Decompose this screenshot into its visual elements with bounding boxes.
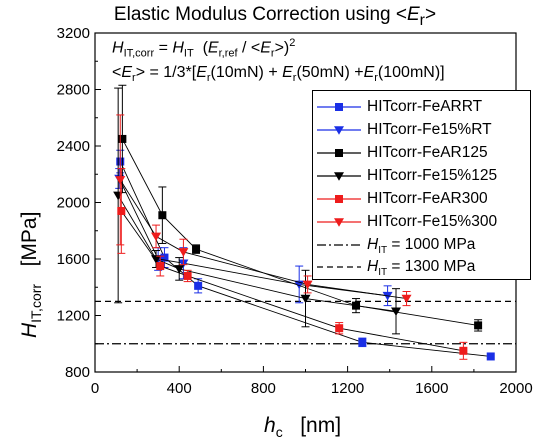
- y-tick-label: 1200: [57, 308, 90, 325]
- legend-marker: [334, 172, 344, 181]
- legend-symbol: [317, 172, 361, 181]
- axis-layer: 0 400 800 1200 1600 2000 800 1200 1600 2000 2400 28…: [57, 25, 533, 397]
- data-point: [117, 206, 126, 215]
- data-point: [192, 245, 201, 254]
- legend-label: HITcorr-FeAR300: [367, 190, 488, 207]
- svg-text:HIT,corr [MPa]: HIT,corr [MPa]: [18, 212, 44, 338]
- legend-symbol: [317, 149, 361, 157]
- series-layer: [113, 84, 495, 361]
- x-tick-label: 0: [91, 380, 99, 397]
- x-tick-label: 400: [167, 380, 192, 397]
- data-point: [118, 134, 127, 143]
- y-tick-label: 1600: [57, 251, 90, 268]
- series-group: [115, 114, 412, 307]
- legend-label: HITcorr-Fe15%125: [367, 167, 498, 184]
- x-axis-label: hc [nm]: [264, 414, 342, 441]
- chart-title: Elastic Modulus Correction using <Er>: [113, 4, 437, 29]
- data-point: [335, 324, 344, 333]
- data-point: [459, 346, 468, 355]
- y-tick-label: 3200: [57, 25, 90, 42]
- data-point: [300, 294, 311, 304]
- y-tick-label: 2400: [57, 138, 90, 155]
- legend-symbol: [317, 266, 361, 268]
- legend-item: HITcorr-Fe15%RT: [313, 119, 530, 141]
- legend-symbol: [317, 103, 361, 111]
- legend-symbol: [317, 218, 361, 227]
- data-point: [183, 271, 192, 280]
- legend-item: HITcorr-FeAR125: [313, 142, 530, 164]
- legend-marker: [334, 126, 344, 135]
- legend-label: HITcorr-FeARRT: [367, 98, 483, 115]
- legend-marker: [334, 218, 344, 227]
- x-tick-label: 1600: [415, 380, 448, 397]
- data-point: [160, 253, 169, 262]
- legend-label: HIT = 1300 MPa: [367, 258, 476, 279]
- legend-label: HITcorr-Fe15%RT: [367, 121, 492, 138]
- legend-marker: [335, 195, 343, 203]
- data-point: [194, 281, 203, 290]
- data-point: [115, 176, 126, 185]
- y-tick-label: 800: [65, 364, 90, 381]
- legend-item: HITcorr-Fe15%300: [313, 211, 530, 233]
- data-point: [174, 265, 185, 274]
- data-point: [302, 280, 313, 290]
- legend-label: HITcorr-FeAR125: [367, 144, 488, 161]
- legend-item: HITcorr-Fe15%125: [313, 165, 530, 187]
- legend-symbol: [317, 195, 361, 203]
- data-point: [358, 338, 367, 347]
- y-tick-label: 2000: [57, 195, 90, 212]
- data-point: [474, 321, 483, 330]
- x-tick-label: 800: [251, 380, 276, 397]
- legend-symbol: [317, 244, 361, 246]
- data-point: [391, 307, 402, 317]
- legend-item: HIT = 1000 MPa: [313, 234, 530, 256]
- legend-item: HIT = 1300 MPa: [313, 256, 530, 278]
- legend-label: HIT = 1000 MPa: [367, 236, 476, 257]
- formula-er-mean: <Er> = 1/3*[Er(10mN) + Er(50mN) +Er(100m…: [112, 64, 445, 85]
- data-point: [486, 352, 495, 361]
- formula-hit-corr: HIT,corr = HIT (Er,ref / <Er>)2: [112, 37, 296, 60]
- legend-item: HITcorr-FeAR300: [313, 188, 530, 210]
- legend-label: HITcorr-Fe15%300: [367, 213, 498, 230]
- legend-symbol: [317, 126, 361, 135]
- legend-item: HITcorr-FeARRT: [313, 96, 530, 118]
- legend-marker: [335, 103, 343, 111]
- data-point: [158, 211, 167, 220]
- data-point: [401, 294, 412, 304]
- x-tick-label: 1200: [331, 380, 364, 397]
- data-point: [156, 262, 165, 271]
- data-point: [151, 232, 162, 242]
- y-axis-label: HIT,corr [MPa]: [18, 212, 44, 338]
- x-tick-label: 2000: [499, 380, 532, 397]
- legend: HITcorr-FeARRT HITcorr-Fe15%RT HITcorr-F…: [312, 90, 531, 280]
- data-point: [178, 248, 189, 257]
- y-tick-label: 2800: [57, 82, 90, 99]
- legend-marker: [335, 149, 343, 157]
